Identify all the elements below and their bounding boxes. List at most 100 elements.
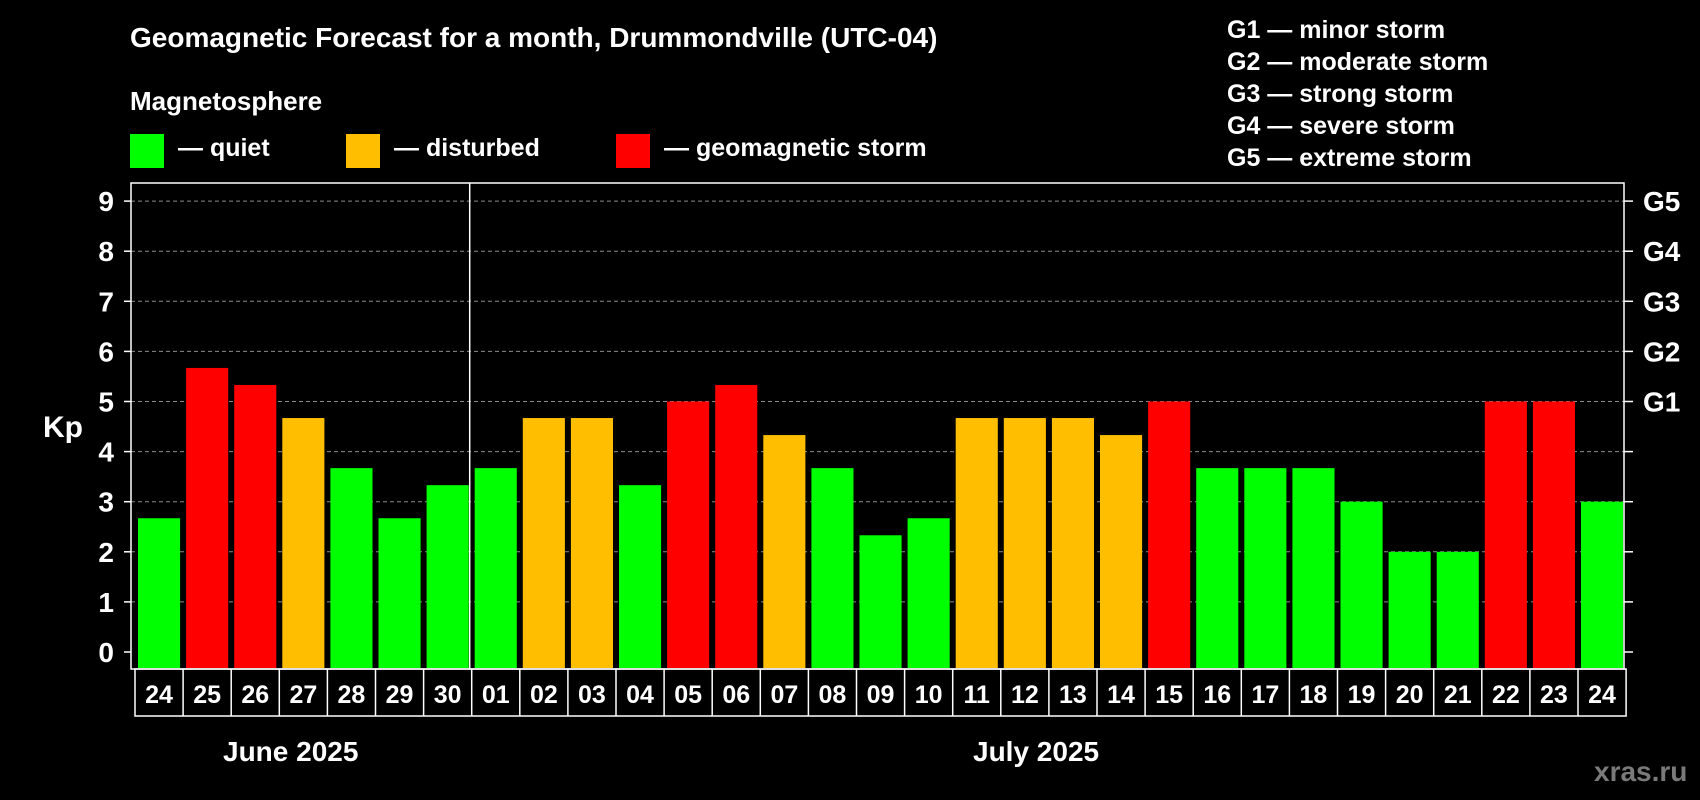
y-tick-label-1: 1 [98, 587, 114, 618]
storm-scale-g5: G5 — extreme storm [1227, 144, 1472, 172]
bar-14 [811, 468, 854, 668]
bar-16 [907, 518, 950, 668]
date-label-22: 16 [1203, 681, 1231, 709]
bar-12 [715, 384, 758, 668]
left-axis: 0 1 2 3 4 5 6 7 8 9 [98, 186, 131, 668]
month-label-july: July 2025 [973, 736, 1100, 767]
storm-scale-g3: G3 — strong storm [1227, 80, 1454, 108]
bar-20 [1100, 435, 1143, 668]
y-tick-label-9: 9 [98, 186, 114, 217]
storm-scale-g2: G2 — moderate storm [1227, 48, 1489, 76]
right-axis: G1 G2 G3 G4 G5 [1624, 186, 1681, 653]
date-label-2: 26 [241, 681, 269, 709]
legend-swatch-storm [616, 134, 650, 168]
bar-2 [234, 384, 277, 668]
watermark: xras.ru [1594, 756, 1688, 787]
right-tick-label-g2: G2 [1643, 336, 1680, 367]
date-label-14: 08 [819, 681, 847, 709]
date-label-21: 15 [1155, 681, 1183, 709]
date-label-24: 18 [1300, 681, 1328, 709]
bar-4 [330, 468, 373, 668]
date-axis: 24 25 26 27 28 29 30 01 02 03 04 05 06 07 08 09 10 11 12 13… [134, 668, 1627, 717]
date-label-28: 22 [1492, 681, 1520, 709]
date-label-11: 05 [674, 681, 702, 709]
date-label-29: 23 [1540, 681, 1568, 709]
date-axis-frame [134, 668, 1627, 717]
right-tick-label-g4: G4 [1643, 236, 1681, 267]
month-label-june: June 2025 [223, 736, 359, 767]
date-label-25: 19 [1348, 681, 1376, 709]
y-tick-label-6: 6 [98, 336, 114, 367]
bar-5 [378, 518, 421, 668]
bar-1 [186, 367, 229, 668]
legend-label-disturbed: — disturbed [394, 134, 540, 162]
bar-29 [1532, 401, 1575, 668]
date-label-13: 07 [770, 681, 798, 709]
bar-27 [1436, 551, 1479, 668]
date-label-1: 25 [193, 681, 221, 709]
bar-26 [1388, 551, 1431, 668]
right-tick-label-g1: G1 [1643, 387, 1680, 418]
date-label-20: 14 [1107, 681, 1135, 709]
y-axis-label: Kp [43, 411, 83, 444]
y-tick-label-2: 2 [98, 537, 114, 568]
legend-heading: Magnetosphere [130, 86, 323, 116]
date-label-26: 20 [1396, 681, 1424, 709]
legend-label-quiet: — quiet [178, 134, 270, 162]
storm-scale-legend: G1 — minor storm G2 — moderate storm G3 … [1227, 14, 1488, 174]
date-label-4: 28 [338, 681, 366, 709]
bar-11 [667, 401, 710, 668]
bar-10 [619, 485, 662, 668]
storm-scale-g1: G1 — minor storm [1227, 16, 1446, 44]
bar-13 [763, 435, 806, 668]
date-label-0: 24 [145, 681, 173, 709]
date-label-15: 09 [867, 681, 895, 709]
bar-15 [859, 535, 902, 668]
bar-8 [522, 418, 565, 668]
bar-21 [1148, 401, 1191, 668]
bar-9 [570, 418, 613, 668]
right-tick-label-g5: G5 [1643, 186, 1680, 217]
date-label-9: 03 [578, 681, 606, 709]
date-label-6: 30 [434, 681, 462, 709]
date-label-7: 01 [482, 681, 510, 709]
legend-label-storm: — geomagnetic storm [664, 134, 927, 162]
date-label-27: 21 [1444, 681, 1472, 709]
bar-24 [1292, 468, 1335, 668]
date-label-5: 29 [386, 681, 414, 709]
date-label-30: 24 [1588, 681, 1616, 709]
bar-17 [955, 418, 998, 668]
date-label-18: 12 [1011, 681, 1039, 709]
bar-3 [282, 418, 325, 668]
bars [138, 367, 1624, 668]
storm-scale-g4: G4 — severe storm [1227, 112, 1455, 140]
chart-title: Geomagnetic Forecast for a month, Drummo… [130, 22, 938, 53]
legend-swatch-quiet [130, 134, 164, 168]
bar-7 [474, 468, 517, 668]
date-label-17: 11 [964, 681, 991, 709]
bar-18 [1003, 418, 1046, 668]
y-tick-label-0: 0 [98, 637, 114, 668]
date-label-23: 17 [1251, 681, 1279, 709]
date-label-16: 10 [915, 681, 943, 709]
bar-30 [1581, 501, 1624, 668]
date-label-12: 06 [722, 681, 750, 709]
y-tick-label-8: 8 [98, 236, 114, 267]
right-tick-label-g3: G3 [1643, 286, 1680, 317]
y-tick-label-7: 7 [98, 286, 114, 317]
bar-19 [1051, 418, 1094, 668]
bar-25 [1340, 501, 1383, 668]
bar-28 [1484, 401, 1527, 668]
date-label-8: 02 [530, 681, 558, 709]
date-label-3: 27 [289, 681, 317, 709]
date-label-10: 04 [626, 681, 654, 709]
bar-0 [138, 518, 181, 668]
y-tick-label-3: 3 [98, 487, 114, 518]
date-label-19: 13 [1059, 681, 1087, 709]
y-tick-label-5: 5 [98, 387, 114, 418]
legend-swatch-disturbed [346, 134, 380, 168]
bar-6 [426, 485, 469, 668]
y-tick-label-4: 4 [98, 437, 114, 468]
bar-23 [1244, 468, 1287, 668]
